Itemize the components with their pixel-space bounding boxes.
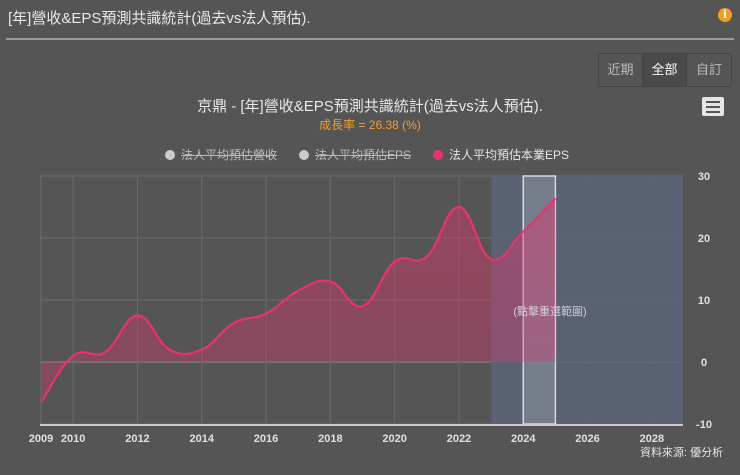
legend-item-core-eps[interactable]: 法人平均預估本業EPS [433,146,569,163]
chart-title: 京鼎 - [年]營收&EPS預測共識統計(過去vs法人預估). [197,98,543,115]
legend-dot-icon [165,149,175,160]
series-area [41,198,556,403]
legend-item-eps[interactable]: 法人平均預估EPS [299,146,411,163]
svg-text:20: 20 [698,233,710,245]
svg-text:2014: 2014 [190,433,215,445]
header-divider [6,38,734,40]
svg-text:2022: 2022 [447,433,471,445]
legend-dot-icon [299,149,310,160]
range-button-recent[interactable]: 近期 [599,54,643,86]
legend-label: 法人平均預估本業EPS [449,148,570,162]
y-axis-labels: -10 0 10 20 30 [696,171,712,431]
svg-text:2024: 2024 [511,433,536,445]
credits: 資料來源: 優分析 [640,447,724,459]
range-selector: 近期 全部 自訂 [598,53,732,87]
legend-label: 法人平均預估營收 [181,148,278,162]
svg-text:2012: 2012 [125,433,149,445]
svg-text:2009: 2009 [29,433,53,445]
svg-text:-10: -10 [696,419,712,431]
hamburger-menu-icon[interactable] [702,97,724,116]
page-title: [年]營收&EPS預測共識統計(過去vs法人預估). [8,10,311,27]
chart-subtitle: 成長率 = 26.38 (%) [319,118,421,132]
svg-text:2020: 2020 [382,433,406,445]
range-button-all[interactable]: 全部 [643,54,687,86]
zoom-reset-hint[interactable]: (點擊重選範圍) [513,304,586,318]
svg-text:2026: 2026 [575,433,599,445]
series-line[interactable] [40,197,557,403]
svg-text:2018: 2018 [318,433,342,445]
info-icon[interactable]: i [718,8,732,22]
legend: 法人平均預估營收 法人平均預估EPS 法人平均預估本業EPS [165,146,569,163]
svg-text:2016: 2016 [254,433,278,445]
x-axis-labels: 2009 2010 2012 2014 2016 2018 2020 2022 2024 2026… [29,433,664,445]
svg-text:2028: 2028 [640,433,664,445]
legend-item-revenue[interactable]: 法人平均預估營收 [165,146,277,163]
svg-text:10: 10 [698,295,710,307]
legend-dot-icon [433,149,444,160]
range-button-custom[interactable]: 自訂 [687,54,731,86]
svg-text:0: 0 [701,357,707,369]
legend-label: 法人平均預估EPS [315,148,412,162]
svg-text:2010: 2010 [61,433,85,445]
svg-text:30: 30 [698,171,710,183]
